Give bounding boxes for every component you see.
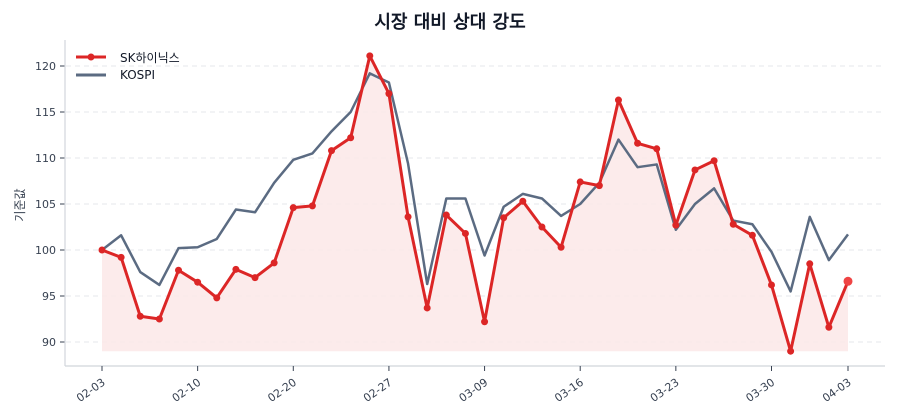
- data-point[interactable]: [767, 281, 775, 289]
- y-axis-label: 기준값: [13, 188, 27, 221]
- data-point[interactable]: [136, 312, 144, 320]
- data-point[interactable]: [748, 231, 756, 239]
- legend: SK하이닉스 KOSPI: [76, 48, 180, 84]
- data-point[interactable]: [806, 260, 814, 268]
- y-tick-label: 120: [35, 60, 56, 73]
- x-tick-label: 02-20: [265, 376, 299, 405]
- legend-item-sk[interactable]: SK하이닉스: [76, 48, 180, 66]
- data-point[interactable]: [691, 166, 699, 174]
- data-point[interactable]: [308, 202, 316, 210]
- data-point[interactable]: [843, 276, 853, 286]
- data-point[interactable]: [653, 145, 661, 153]
- line-marker-icon: [76, 53, 106, 61]
- y-tick-label: 95: [42, 290, 56, 303]
- data-point[interactable]: [519, 197, 527, 205]
- line-icon: [76, 73, 106, 77]
- y-tick-label: 115: [35, 106, 56, 119]
- data-point[interactable]: [500, 214, 508, 222]
- data-point[interactable]: [117, 253, 125, 261]
- data-point[interactable]: [232, 265, 240, 273]
- y-tick-label: 110: [35, 152, 56, 165]
- x-tick-label: 03-09: [457, 376, 491, 405]
- x-tick-label: 04-03: [820, 376, 854, 405]
- data-point[interactable]: [557, 243, 565, 251]
- data-point[interactable]: [825, 323, 833, 331]
- chart-title: 시장 대비 상대 강도: [374, 12, 526, 33]
- data-point[interactable]: [251, 274, 259, 282]
- data-point[interactable]: [576, 178, 584, 186]
- data-point[interactable]: [328, 147, 336, 155]
- data-point[interactable]: [461, 229, 469, 237]
- data-point[interactable]: [538, 223, 546, 231]
- data-point[interactable]: [442, 211, 450, 219]
- data-point[interactable]: [213, 294, 221, 302]
- data-point[interactable]: [614, 96, 622, 104]
- x-tick-label: 02-27: [361, 376, 395, 405]
- data-point[interactable]: [481, 318, 489, 326]
- data-point[interactable]: [595, 182, 603, 190]
- kospi-line: [101, 72, 850, 293]
- legend-label: KOSPI: [120, 68, 156, 82]
- data-point[interactable]: [423, 304, 431, 312]
- data-point[interactable]: [347, 134, 355, 142]
- x-tick-label: 03-30: [744, 376, 778, 405]
- data-point[interactable]: [366, 52, 374, 60]
- data-point[interactable]: [270, 259, 278, 267]
- data-point[interactable]: [672, 221, 680, 229]
- data-point[interactable]: [634, 139, 642, 147]
- x-tick-label: 02-03: [74, 376, 108, 405]
- legend-item-kospi[interactable]: KOSPI: [76, 66, 180, 84]
- data-point[interactable]: [155, 315, 163, 323]
- legend-label: SK하이닉스: [120, 50, 180, 65]
- area-fill: [102, 55, 848, 352]
- data-point[interactable]: [289, 204, 297, 212]
- y-tick-label: 90: [42, 336, 56, 349]
- data-point[interactable]: [175, 266, 183, 274]
- data-point[interactable]: [194, 278, 202, 286]
- y-tick-label: 105: [35, 198, 56, 211]
- x-tick-label: 03-23: [648, 376, 682, 405]
- y-tick-label: 100: [35, 244, 56, 257]
- x-tick-label: 03-16: [552, 376, 586, 405]
- sk-line: [101, 54, 850, 353]
- data-point[interactable]: [729, 220, 737, 228]
- data-point[interactable]: [787, 347, 795, 355]
- data-point[interactable]: [385, 90, 393, 98]
- data-point[interactable]: [404, 213, 412, 221]
- data-point[interactable]: [710, 157, 718, 165]
- data-point[interactable]: [98, 246, 106, 254]
- x-tick-label: 02-10: [170, 376, 204, 405]
